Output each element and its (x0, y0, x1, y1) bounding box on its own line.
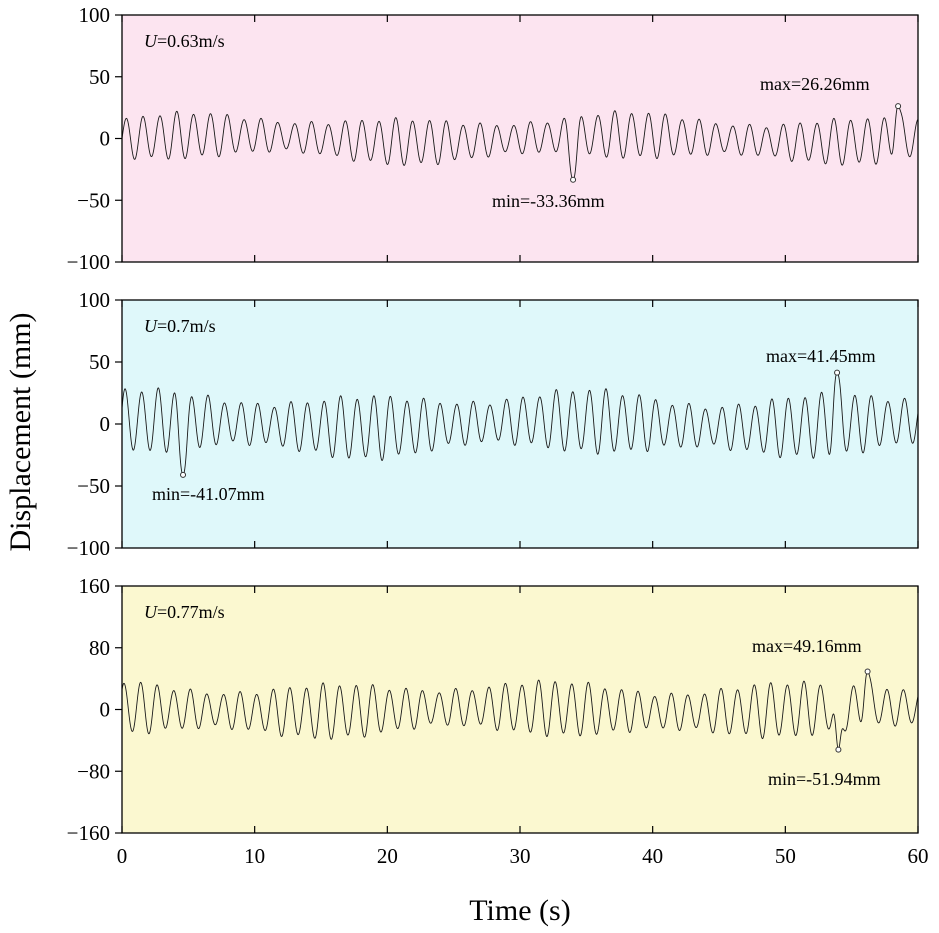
x-tick-label: 10 (244, 844, 265, 868)
x-axis-title: Time (s) (469, 894, 570, 927)
min-marker (180, 471, 187, 478)
y-tick-label: 50 (89, 65, 110, 89)
y-tick-label: 0 (100, 412, 111, 436)
displacement-trace (121, 105, 919, 181)
max-marker (895, 103, 902, 110)
min-marker (835, 746, 842, 753)
y-tick-label: −50 (77, 474, 110, 498)
velocity-value: =0.7m/s (157, 316, 216, 336)
displacement-trace (121, 372, 919, 476)
x-tick-label: 40 (642, 844, 663, 868)
displacement-trace (121, 671, 919, 751)
x-tick-label: 30 (510, 844, 531, 868)
y-axis-title: Displacement (mm) (4, 312, 37, 551)
x-tick-label: 20 (377, 844, 398, 868)
velocity-label: U=0.7m/s (144, 316, 216, 336)
y-tick-label: −80 (77, 759, 110, 783)
y-tick-label: 100 (79, 3, 111, 27)
panel-background (122, 15, 918, 262)
velocity-symbol: U (144, 31, 158, 51)
min-annotation: min=-51.94mm (768, 769, 881, 789)
y-tick-label: −100 (67, 250, 110, 274)
velocity-value: =0.63m/s (157, 31, 225, 51)
velocity-label: U=0.77m/s (144, 602, 225, 622)
y-tick-label: 0 (100, 127, 111, 151)
max-annotation: max=26.26mm (760, 74, 870, 94)
y-tick-label: −50 (77, 188, 110, 212)
panel-u063: −100 −50 0 50 100 U=0.63m/s max=26.26mm min=-33… (67, 3, 919, 274)
panels-group: −100−50050100U=0.63m/smax=26.26mmmin=-33… (67, 3, 929, 868)
y-tick-label: 0 (100, 698, 111, 722)
y-tick-label: 80 (89, 636, 110, 660)
panel-u070: −100 −50 0 50 100 U=0.7m/s max=41.45mm min=-41.… (67, 288, 919, 560)
max-marker (834, 369, 841, 376)
x-tick-label: 0 (117, 844, 128, 868)
x-tick-label: 60 (908, 844, 929, 868)
min-annotation: min=-41.07mm (152, 484, 265, 504)
y-tick-label: 50 (89, 350, 110, 374)
max-marker (864, 668, 871, 675)
velocity-value: =0.77m/s (157, 602, 225, 622)
y-tick-label: 160 (79, 574, 111, 598)
max-annotation: max=49.16mm (752, 636, 862, 656)
max-annotation: max=41.45mm (766, 346, 876, 366)
min-marker (570, 176, 577, 183)
velocity-label: U=0.63m/s (144, 31, 225, 51)
velocity-symbol: U (144, 316, 158, 336)
y-tick-label: 100 (79, 288, 111, 312)
min-annotation: min=-33.36mm (492, 191, 605, 211)
x-tick-label: 50 (775, 844, 796, 868)
y-tick-label: −100 (67, 536, 110, 560)
y-tick-label: −160 (67, 821, 110, 845)
panel-background (122, 300, 918, 548)
velocity-symbol: U (144, 602, 158, 622)
panel-background (122, 586, 918, 833)
panel-u077: −160 −80 0 80 160 U=0.77m/s max=49.16mm min=-51… (67, 574, 929, 868)
